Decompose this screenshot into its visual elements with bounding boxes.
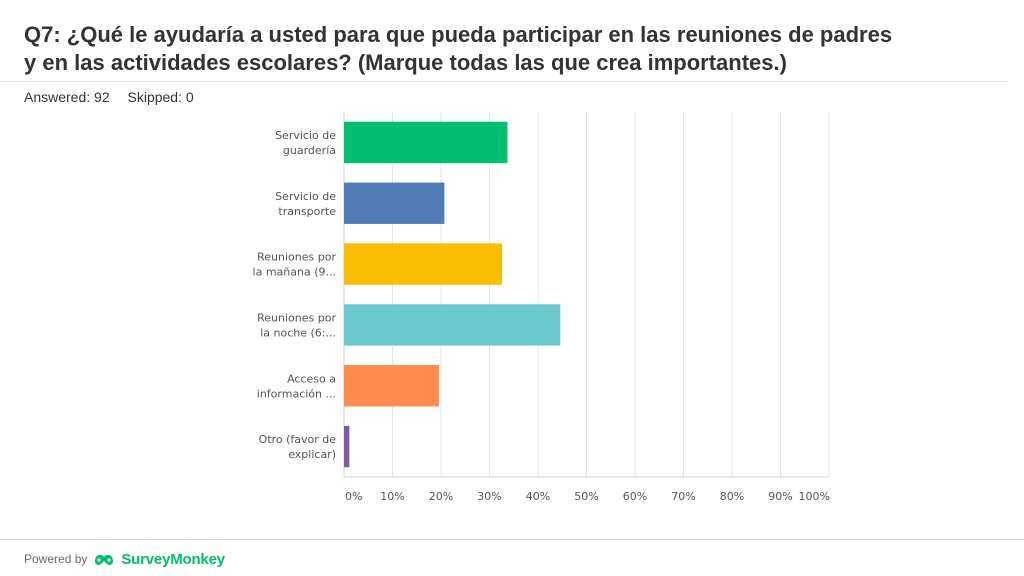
x-tick-label: 10%	[380, 490, 404, 503]
powered-by-text: Powered by	[24, 552, 88, 566]
x-tick-label: 30%	[477, 490, 501, 503]
x-tick-label: 0%	[345, 490, 362, 503]
category-label: guardería	[283, 144, 336, 157]
footer: Powered by SurveyMonkey	[24, 547, 225, 571]
skipped-count: Skipped: 0	[127, 89, 194, 105]
category-label: Otro (favor de	[259, 433, 337, 446]
category-label: la mañana (9...	[253, 266, 336, 279]
answered-count: Answered: 92	[24, 89, 110, 105]
category-label: Acceso a	[287, 372, 336, 385]
x-tick-label: 40%	[526, 490, 550, 503]
bar-4	[344, 304, 561, 346]
x-tick-label: 20%	[429, 490, 453, 503]
response-stats: Answered: 92 Skipped: 0	[24, 89, 208, 105]
category-label: Servicio de	[275, 190, 336, 203]
bar-3	[344, 243, 503, 285]
x-tick-label: 80%	[720, 490, 744, 503]
x-tick-label: 50%	[574, 490, 598, 503]
x-tick-label: 100%	[799, 490, 830, 503]
bar-6	[344, 425, 350, 468]
title-divider	[0, 81, 1008, 82]
bar-chart: Servicio de guardería Servicio de transport…	[253, 112, 830, 503]
question-title: Q7: ¿Qué le ayudaría a usted para que pu…	[24, 22, 893, 75]
category-label: la noche (6:...	[260, 326, 336, 339]
x-tick-label: 60%	[623, 490, 647, 503]
bar-5	[344, 365, 440, 407]
surveymonkey-brand: SurveyMonkey	[121, 550, 225, 568]
bar-1	[344, 121, 508, 164]
category-label: Servicio de	[275, 129, 336, 142]
category-label: Reuniones por	[257, 311, 336, 324]
footer-divider	[0, 539, 1024, 540]
bar-2	[344, 182, 445, 224]
category-label: Reuniones por	[257, 251, 336, 264]
category-label: explicar)	[288, 448, 336, 461]
category-label: transporte	[278, 205, 336, 218]
x-tick-label: 90%	[768, 490, 792, 503]
surveymonkey-logo-icon	[95, 554, 114, 565]
x-tick-label: 70%	[671, 490, 695, 503]
category-label: información ...	[257, 387, 336, 400]
